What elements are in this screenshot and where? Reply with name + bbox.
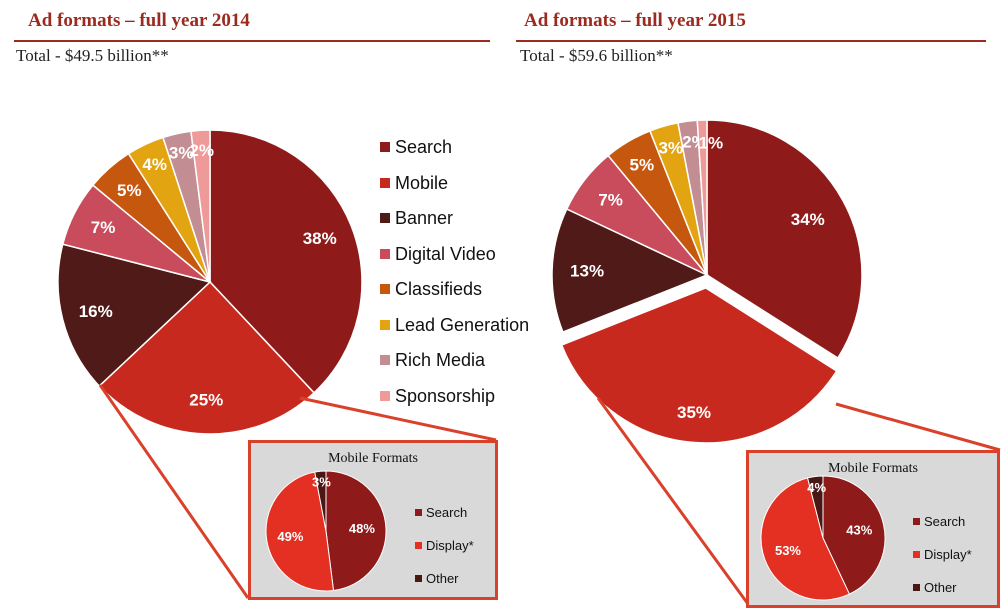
- connector-line-2015-right: [835, 402, 1001, 452]
- inset-2014-slice-search: [325, 470, 387, 592]
- pie-2015-slice-mobile: [560, 287, 838, 444]
- total-2014: Total - $49.5 billion**: [16, 46, 169, 65]
- pie-2014-slice-sponsorship: [190, 129, 211, 283]
- pie-2014-label-lead-generation: 4%: [142, 155, 167, 174]
- legend-label-search: Search: [395, 137, 453, 157]
- inset-title-2015: Mobile Formats: [828, 461, 918, 476]
- pie-2014-slice-banner: [57, 243, 212, 388]
- pie-2014-label-rich-media: 3%: [169, 144, 194, 163]
- legend-label-mobile: Mobile: [395, 172, 449, 193]
- inset-2014-legend-swatch-search: [415, 509, 422, 516]
- legend-swatch-search: [380, 142, 390, 152]
- mobile-formats-pie-2015: 43% 53% 4%: [760, 475, 886, 601]
- pie-2015-label-mobile: 35%: [677, 403, 711, 422]
- pie-2015-label-banner: 13%: [570, 262, 604, 281]
- inset-2014-legend-label-search: Search: [426, 505, 468, 520]
- inset-2015-label-search: 43%: [846, 522, 872, 537]
- pie-2015-label-sponsorship: 1%: [699, 134, 724, 153]
- inset-2015-legend-label-search: Search: [924, 514, 966, 529]
- pie-2014-label-banner: 16%: [79, 302, 113, 321]
- pie-2014-slice-search: [209, 129, 363, 394]
- legend-swatch-banner: [380, 213, 390, 223]
- legend-label-sponsorship: Sponsorship: [395, 385, 496, 406]
- legend-swatch-digital-video: [380, 248, 390, 259]
- pie-2015-slice-search: [706, 119, 863, 360]
- pie-2014-label-classifieds: 5%: [117, 181, 142, 200]
- legend-swatch-rich-media: [380, 355, 390, 365]
- inset-2015-legend-swatch-display: [913, 551, 920, 558]
- mobile-formats-inset-2014: Mobile Formats 48% 49% 3% Search Display* Ot…: [248, 440, 498, 600]
- pie-2014-label-search: 38%: [303, 229, 337, 248]
- inset-2015-legend-swatch-other: [913, 584, 920, 591]
- inset-2015-slice-display: [760, 477, 851, 601]
- total-2015: Total - $59.6 billion**: [520, 46, 673, 65]
- pie-2015: 34%35%13%7%5%3% 2%1%: [551, 119, 863, 444]
- legend-label-rich-media: Rich Media: [395, 350, 486, 370]
- legend-label-lead-generation: Lead Generation: [395, 314, 530, 335]
- inset-2015-label-display: 53%: [775, 543, 801, 558]
- inset-title-2014: Mobile Formats: [328, 451, 418, 466]
- connector-line-2014-right: [299, 396, 497, 442]
- pie-2014-label-mobile: 25%: [189, 390, 223, 409]
- mobile-formats-inset-2015: Mobile Formats 43% 53% 4% Search Display* Ot…: [746, 450, 1000, 608]
- pie-2015-slice-banner: [551, 208, 709, 334]
- inset-2014-legend-swatch-other: [415, 575, 422, 582]
- inset-2014-legend-label-other: Other: [426, 571, 459, 586]
- pie-2015-label-digital-video: 7%: [598, 191, 623, 210]
- pie-2015-label-search: 34%: [791, 210, 825, 229]
- inset-2014-legend-label-display: Display*: [426, 538, 474, 553]
- pie-2015-slice-sponsorship: [696, 119, 708, 276]
- legend-swatch-sponsorship: [380, 390, 390, 401]
- legend-swatch-classifieds: [380, 284, 390, 294]
- title-rule-2015: [516, 40, 986, 42]
- pie-2014-slice-mobile: [98, 280, 316, 435]
- inset-2014-slice-other: [314, 470, 327, 532]
- pie-2014-label-sponsorship: 2%: [189, 141, 214, 160]
- pie-2014: 38% 25% 16% 7%5%4%3%2%: [57, 129, 363, 435]
- legend-swatch-mobile: [380, 177, 390, 188]
- inset-2015-slice-search: [822, 475, 886, 595]
- pie-2015-label-lead-generation: 3%: [658, 139, 683, 158]
- inset-2014-slice-display: [265, 471, 335, 592]
- inset-2015-legend-label-display: Display*: [924, 547, 972, 562]
- inset-2014-label-display: 49%: [277, 529, 303, 544]
- mobile-formats-pie-2014: 48% 49% 3%: [265, 470, 387, 592]
- legend-label-banner: Banner: [395, 208, 454, 228]
- pie-2014-label-digital-video: 7%: [91, 218, 116, 237]
- legend-label-digital-video: Digital Video: [395, 243, 496, 264]
- connector-line-2015-left: [596, 397, 750, 605]
- inset-2014-label-other: 3%: [312, 475, 331, 490]
- chart-title-2015: Ad formats – full year 2015: [524, 10, 746, 31]
- title-rule-2014: [14, 40, 490, 42]
- inset-2015-legend-swatch-search: [913, 518, 920, 525]
- inset-2014-legend-swatch-display: [415, 542, 422, 549]
- inset-2015-slice-other: [806, 475, 824, 539]
- legend-swatch-lead-generation: [380, 319, 390, 330]
- legend-label-classifieds: Classifieds: [395, 279, 483, 299]
- chart-title-2014: Ad formats – full year 2014: [28, 10, 250, 31]
- inset-2015-legend-label-other: Other: [924, 580, 957, 595]
- pie-2015-label-classifieds: 5%: [630, 155, 655, 174]
- inset-2014-label-search: 48%: [349, 521, 375, 536]
- connector-line-2014-left: [98, 384, 250, 599]
- inset-2015-label-other: 4%: [807, 480, 826, 495]
